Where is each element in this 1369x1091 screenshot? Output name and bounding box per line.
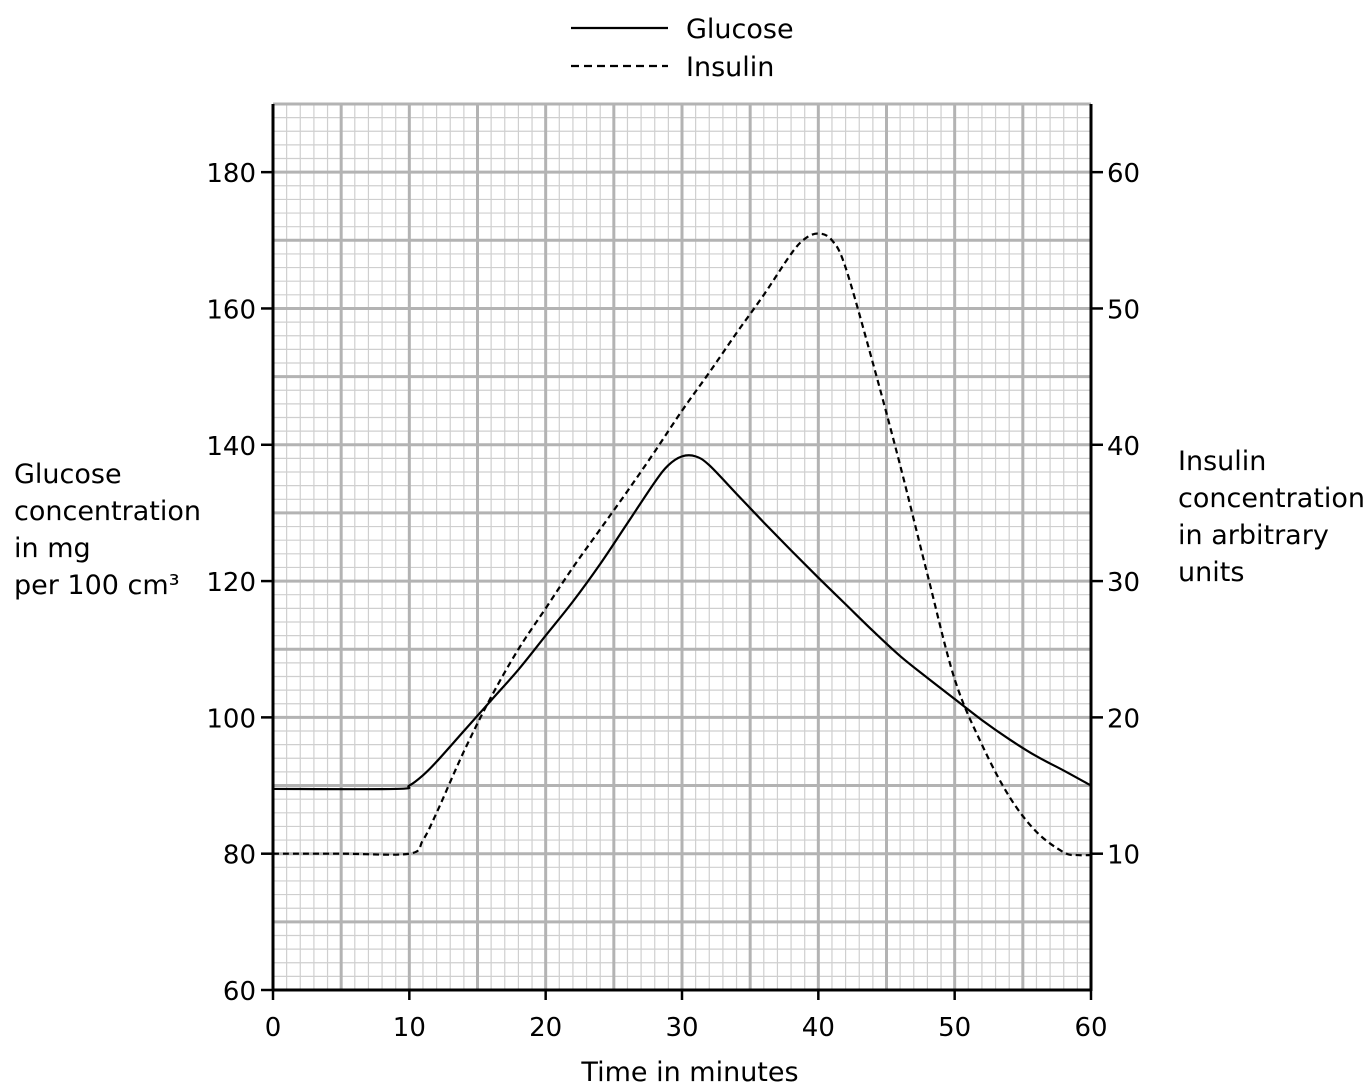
y-axis-title-line: in mg [14,533,91,564]
series-line-glucose [272,454,1092,791]
legend-label-insulin: Insulin [686,52,774,83]
legend-label-glucose: Glucose [686,14,794,45]
x-tick-label: 40 [802,1013,835,1043]
x-tick-label: 60 [1074,1013,1107,1043]
x-tick-label: 10 [393,1013,426,1043]
x-tick-label: 20 [529,1013,562,1043]
y-tick-label: 160 [206,295,256,325]
y2-axis-title-line: concentration [1178,483,1365,514]
y2-axis-title-line: in arbitrary [1178,520,1329,551]
y-axis-title-line: concentration [14,496,201,527]
x-tick-label: 0 [265,1013,282,1043]
y-tick-label: 80 [223,841,256,871]
y2-tick-label: 60 [1107,159,1140,189]
y2-axis-title: Insulin concentration in arbitrary units [1178,443,1368,591]
y2-tick-label: 30 [1107,568,1140,598]
y2-tick-label: 50 [1107,295,1140,325]
legend: Glucose Insulin [571,14,794,83]
y-tick-label: 60 [223,977,256,1007]
y2-axis-title-line: Insulin [1178,446,1267,477]
x-tick-label: 50 [938,1013,971,1043]
y-tick-label: 120 [206,568,256,598]
y-axis-title: Glucose concentration in mg per 100 cm³ [14,456,214,604]
y-tick-label: 180 [206,159,256,189]
series-line-insulin [272,232,1092,857]
x-axis-title: Time in minutes [581,1057,799,1088]
y2-axis-title-line: units [1178,557,1245,588]
x-tick-label: 30 [665,1013,698,1043]
y-tick-label: 100 [206,704,256,734]
ticks-layer: 0 10 20 30 40 50 60 60 80 100 120 140 160 180 10 20 30 40… [206,159,1140,1043]
y2-tick-label: 40 [1107,432,1140,462]
series-layer [272,232,1092,857]
y-tick-label: 140 [206,432,256,462]
y-axis-title-line: Glucose [14,459,122,490]
y2-tick-label: 10 [1107,841,1140,871]
grid-major [271,102,1093,992]
y-axis-title-line: per 100 cm³ [14,570,180,601]
y2-tick-label: 20 [1107,704,1140,734]
